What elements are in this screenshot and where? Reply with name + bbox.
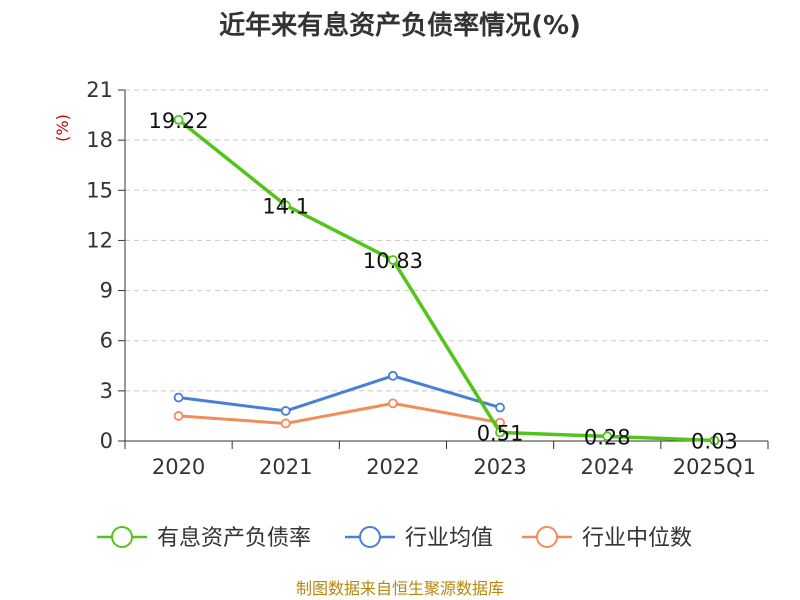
- series-line: [177, 118, 715, 443]
- y-tick-label: 9: [100, 279, 113, 303]
- data-point: [602, 431, 613, 442]
- y-tick-label: 6: [100, 329, 113, 353]
- y-tick-label: 18: [86, 128, 113, 152]
- y-tick-label: 21: [86, 78, 113, 102]
- data-point: [280, 406, 291, 416]
- data-point: [173, 392, 184, 403]
- data-label: 0.28: [584, 425, 631, 449]
- legend-label: 行业均值: [405, 526, 493, 551]
- legend-marker: [111, 526, 133, 548]
- data-point: [388, 370, 398, 381]
- data-point: [495, 417, 505, 428]
- data-point: [280, 200, 291, 211]
- axes: [118, 89, 769, 449]
- data-point: [709, 435, 720, 446]
- data-point: [173, 411, 184, 421]
- data-point: [173, 114, 184, 125]
- y-tick-labels: 0 3 6 9 12 15 18 21: [86, 78, 113, 453]
- x-tick-label: 2024: [581, 455, 634, 479]
- gridlines: [125, 89, 768, 392]
- data-label: 19.22: [149, 109, 209, 133]
- series-line: [178, 401, 501, 425]
- data-labels: 19.22 14.1 10.83 0.51 0.28 0.03: [149, 109, 738, 454]
- chart-title: 近年来有息资产负债率情况(%): [219, 10, 581, 41]
- data-point: [388, 398, 398, 409]
- data-point: [280, 418, 291, 429]
- x-tick-label: 2023: [473, 455, 526, 479]
- legend-marker: [359, 526, 381, 548]
- x-tick-label: 2021: [259, 455, 312, 479]
- source-note: 制图数据来自恒生聚源数据库: [296, 579, 504, 598]
- data-label: 0.03: [691, 429, 738, 453]
- y-tick-label: 12: [86, 228, 113, 252]
- y-tick-label: 3: [100, 379, 113, 403]
- data-point: [495, 402, 505, 413]
- y-axis-unit: (%): [53, 114, 72, 142]
- x-tick-label: 2020: [152, 455, 205, 479]
- legend-label: 行业中位数: [582, 526, 692, 551]
- y-tick-label: 0: [100, 429, 113, 453]
- x-tick-label: 2022: [366, 455, 419, 479]
- data-point: [495, 427, 505, 438]
- x-tick-label: 2025Q1: [673, 455, 756, 479]
- legend-label: 有息资产负债率: [157, 526, 311, 551]
- legend-marker: [536, 526, 558, 548]
- data-point: [388, 255, 398, 265]
- legend: 有息资产负债率 行业均值 行业中位数: [97, 526, 692, 551]
- y-tick-label: 15: [86, 178, 113, 202]
- data-label: 10.83: [363, 249, 423, 273]
- x-tick-labels: 2020 2021 2022 2023 2024 2025Q1: [152, 455, 756, 479]
- series-group: [173, 114, 720, 446]
- series-line: [178, 374, 501, 413]
- data-label: 0.51: [477, 421, 524, 445]
- data-label: 14.1: [262, 194, 309, 218]
